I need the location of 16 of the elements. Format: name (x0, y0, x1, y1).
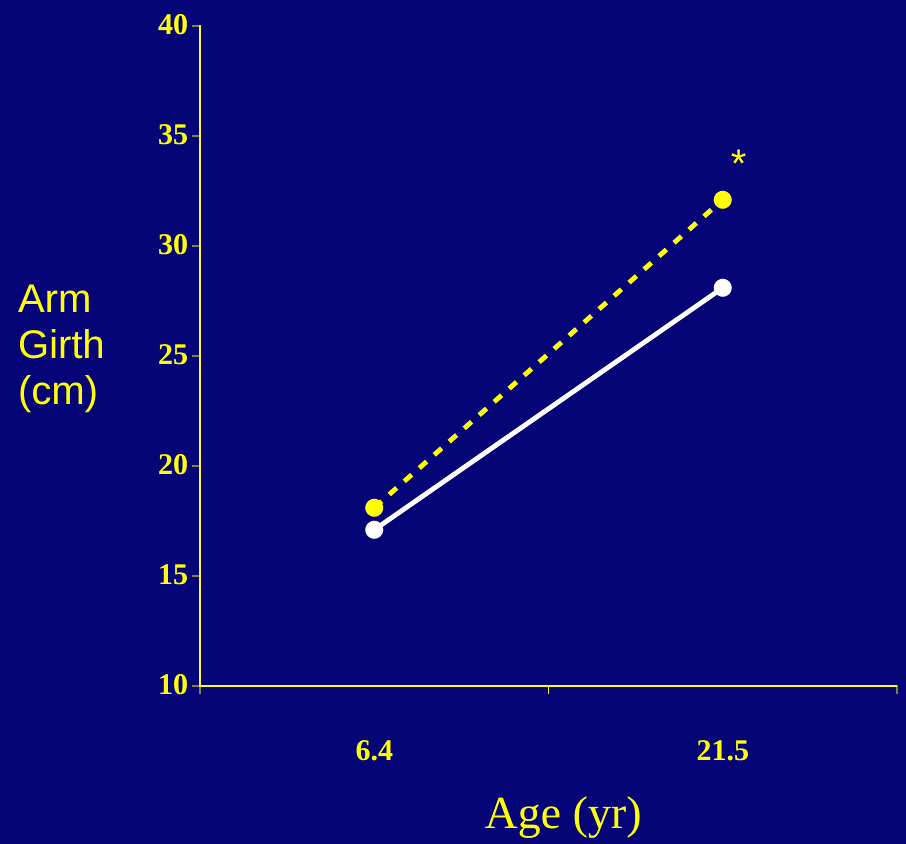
y-axis-title: Arm Girth (cm) (18, 276, 106, 414)
point (714, 278, 732, 297)
point (365, 498, 384, 517)
y-tick-label: 15 (158, 558, 188, 591)
x-tick-label: 6.4 (356, 734, 393, 767)
y-tick-label: 40 (158, 8, 188, 41)
y-tick-label: 10 (158, 668, 188, 701)
y-tick-label: 25 (158, 338, 188, 371)
annotation: * (730, 142, 746, 186)
x-axis-title: Age (yr) (483, 786, 643, 839)
point (714, 190, 732, 209)
x-tick-label: 21.5 (696, 734, 749, 767)
y-tick-label: 20 (158, 448, 188, 481)
y-tick-label: 35 (158, 118, 188, 151)
y-tick-label: 30 (158, 228, 188, 261)
point (365, 520, 384, 539)
